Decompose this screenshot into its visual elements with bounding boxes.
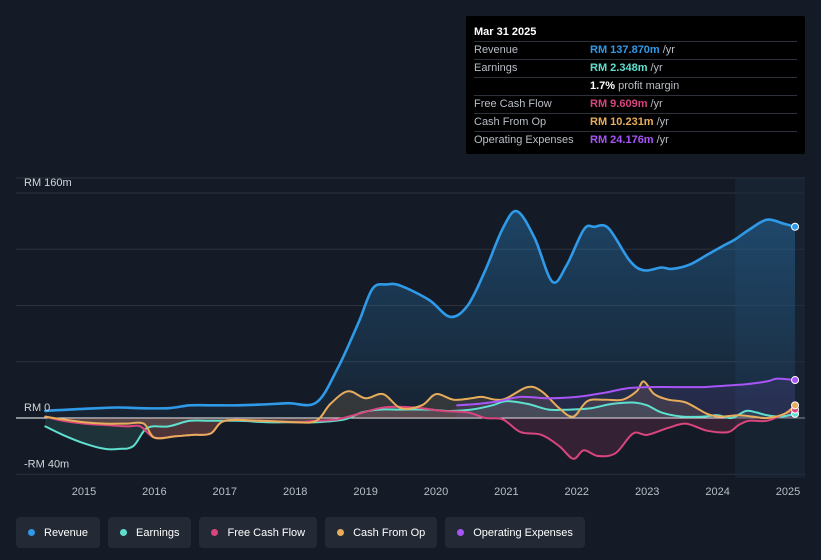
operating-expenses-end-point <box>791 376 800 385</box>
tooltip-row: Cash From Op RM 10.231m/yr <box>474 113 797 131</box>
tooltip-date: Mar 31 2025 <box>474 26 537 38</box>
cash-from-op-line <box>44 380 796 440</box>
tooltip-row-unit: /yr <box>650 62 663 74</box>
tooltip-row-value: RM 2.348m <box>590 62 648 74</box>
x-axis-label: 2025 <box>776 486 800 498</box>
tooltip-row-label: Free Cash Flow <box>474 98 552 110</box>
y-axis-label: RM 160m <box>24 177 72 189</box>
legend-dot-icon <box>28 529 35 536</box>
x-axis-label: 2019 <box>353 486 377 498</box>
tooltip-row-label: Earnings <box>474 62 518 74</box>
tooltip-row: Free Cash Flow RM 9.609m/yr <box>474 95 797 113</box>
legend-item-earnings[interactable]: Earnings <box>108 517 192 548</box>
x-axis-label: 2017 <box>213 486 237 498</box>
tooltip-row-unit: /yr <box>650 98 663 110</box>
series-end-dots <box>791 222 800 418</box>
series-areas <box>45 211 796 459</box>
chart-canvas: RM 160m RM 0 -RM 40m 2015 2016 2017 2018 2019 20… <box>16 177 805 498</box>
series-lines <box>44 209 797 460</box>
y-axis-label: RM 0 <box>24 402 50 414</box>
operating-expenses-line <box>456 377 796 407</box>
tooltip-row-unit: /yr <box>662 44 675 56</box>
x-axis-label: 2021 <box>494 486 518 498</box>
legend-label: Revenue <box>44 526 89 539</box>
tooltip-row-unit: /yr <box>656 116 669 128</box>
legend-item-revenue[interactable]: Revenue <box>16 517 101 548</box>
tooltip-row-value: RM 10.231m <box>590 116 654 128</box>
legend-dot-icon <box>211 529 219 536</box>
legend-label: Cash From Op <box>353 526 426 539</box>
cash-from-op-end-point <box>791 401 800 410</box>
tooltip-row-label: Operating Expenses <box>474 134 574 146</box>
x-axis-label: 2016 <box>142 486 166 498</box>
tooltip-row-unit: /yr <box>656 134 669 146</box>
earnings-area <box>45 401 796 450</box>
revenue-end-point <box>791 222 800 231</box>
tooltip-row: Earnings RM 2.348m/yr <box>474 59 797 77</box>
tooltip-row-value: RM 137.870m <box>590 44 660 56</box>
x-axis-label: 2023 <box>635 486 659 498</box>
tooltip-row-unit: profit margin <box>618 80 680 92</box>
legend-dot-icon <box>120 529 128 536</box>
tooltip-row-label: Cash From Op <box>474 116 547 128</box>
legend-item-free-cash-flow[interactable]: Free Cash Flow <box>199 517 318 548</box>
data-tooltip: Mar 31 2025 Revenue RM 137.870m/yr Earning… <box>466 16 805 154</box>
y-axis-label: -RM 40m <box>24 458 69 470</box>
legend-item-cash-from-op[interactable]: Cash From Op <box>325 517 438 548</box>
tooltip-row-value: RM 24.176m <box>590 134 654 146</box>
x-axis-label: 2015 <box>72 486 96 498</box>
revenue-line <box>44 209 797 413</box>
tooltip-row: Operating Expenses RM 24.176m/yr <box>474 131 797 149</box>
axis-labels: RM 160m RM 0 -RM 40m 2015 2016 2017 2018 2019 20… <box>24 177 800 498</box>
tooltip-row: Revenue RM 137.870m/yr <box>474 41 797 59</box>
chart-legend: Revenue Earnings Free Cash Flow Cash From O… <box>16 517 585 548</box>
revenue-area <box>45 211 796 418</box>
legend-label: Free Cash Flow <box>227 526 306 539</box>
tooltip-row-value: RM 9.609m <box>590 98 648 110</box>
legend-dot-icon <box>337 529 345 536</box>
x-axis-label: 2018 <box>283 486 307 498</box>
x-axis-label: 2020 <box>424 486 448 498</box>
legend-label: Earnings <box>136 526 180 539</box>
x-axis-label: 2024 <box>705 486 729 498</box>
legend-item-operating-expenses[interactable]: Operating Expenses <box>445 517 585 548</box>
tooltip-row-value: 1.7% <box>590 80 616 92</box>
tooltip-row-label: Revenue <box>474 44 519 56</box>
tooltip-rows: Revenue RM 137.870m/yr Earnings RM 2.348m/y… <box>474 41 797 149</box>
legend-dot-icon <box>457 529 465 536</box>
legend-label: Operating Expenses <box>473 526 573 539</box>
tooltip-row: 1.7% profit margin <box>474 77 797 95</box>
x-axis-label: 2022 <box>565 486 589 498</box>
